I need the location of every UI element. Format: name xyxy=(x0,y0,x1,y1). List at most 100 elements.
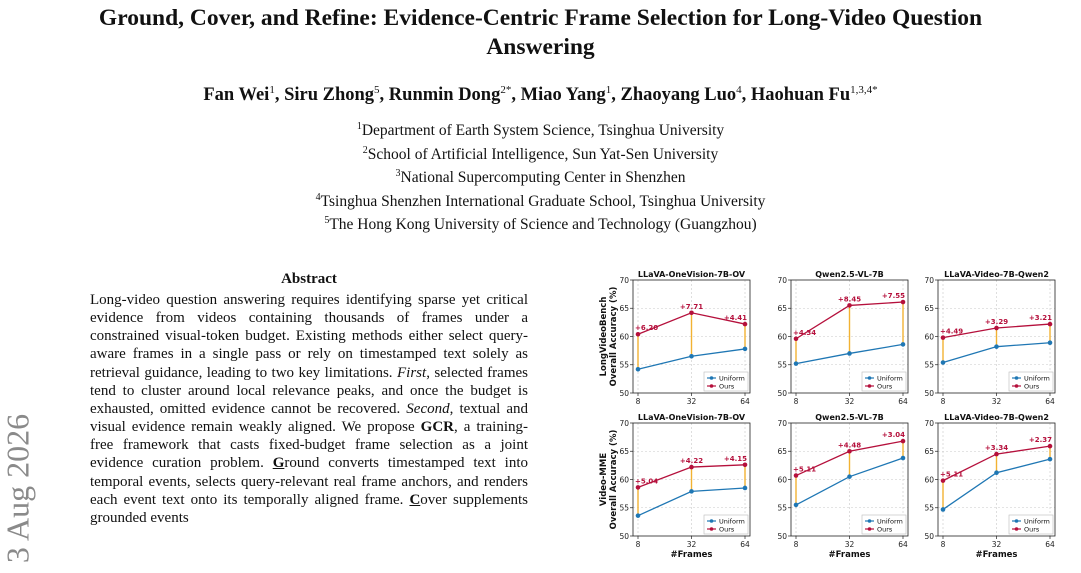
author-affil-sup: 4 xyxy=(736,84,742,96)
affiliation-number: 4 xyxy=(315,191,321,203)
x-tick-label: 8 xyxy=(941,540,946,549)
y-tick-label: 60 xyxy=(924,475,934,484)
y-tick-label: 55 xyxy=(924,361,934,370)
gain-annotation: +5.11 xyxy=(940,471,963,479)
legend-marker xyxy=(867,527,872,531)
subplot-title: Qwen2.5-VL-7B xyxy=(815,270,884,279)
gain-annotation: +4.49 xyxy=(940,328,963,336)
data-point xyxy=(900,438,906,444)
legend-label: Ours xyxy=(877,525,893,533)
x-tick-label: 64 xyxy=(1045,397,1055,406)
x-tick-label: 8 xyxy=(636,397,641,406)
y-tick-label: 60 xyxy=(777,475,787,484)
data-point xyxy=(1047,340,1053,346)
data-point xyxy=(793,336,799,342)
data-point xyxy=(742,321,748,327)
data-point xyxy=(793,473,799,478)
y-axis-label: Video-MME xyxy=(599,453,609,506)
abstract-text: over supplements grounded events xyxy=(90,491,528,526)
data-point xyxy=(793,361,799,366)
legend-label: Uniform xyxy=(719,517,745,525)
y-tick-label: 65 xyxy=(619,304,629,313)
subplot: 50 55 60 65 70 8 32 64 Qwen2.5-VL-7B +4.34 +8.45 +7… xyxy=(777,270,909,406)
data-point xyxy=(940,360,946,365)
data-point xyxy=(994,470,999,476)
affiliation: 4Tsinghua Shenzhen International Graduat… xyxy=(0,188,1081,212)
affiliation: 2School of Artificial Intelligence, Sun … xyxy=(0,141,1081,165)
x-tick-label: 64 xyxy=(898,397,908,406)
data-point xyxy=(940,478,946,483)
author-affil-sup: 1 xyxy=(269,84,275,96)
y-tick-label: 65 xyxy=(924,304,934,313)
y-tick-label: 65 xyxy=(619,447,629,456)
y-tick-label: 55 xyxy=(777,361,787,370)
method-initial: G xyxy=(272,455,285,472)
abstract-text: Long-video question answering requires i… xyxy=(90,292,528,381)
x-tick-label: 32 xyxy=(992,540,1002,549)
legend-label: Uniform xyxy=(1024,374,1050,382)
gain-annotation: +3.29 xyxy=(985,318,1008,326)
abstract-body: Long-video question answering requires i… xyxy=(90,291,528,527)
legend-marker xyxy=(1014,384,1019,388)
x-tick-label: 32 xyxy=(687,540,697,549)
subplot: 50 55 60 65 70 8 32 64 LLaVA-OneVision-7B-OV +6.2… xyxy=(619,270,751,406)
gain-annotation: +4.41 xyxy=(724,314,747,322)
y-tick-label: 50 xyxy=(619,532,629,541)
data-point xyxy=(1047,456,1053,462)
x-tick-label: 64 xyxy=(1045,540,1055,549)
subplot-title: LLaVA-OneVision-7B-OV xyxy=(638,270,746,279)
x-tick-label: 8 xyxy=(794,397,799,406)
data-point xyxy=(1047,321,1053,327)
author-name: Zhaoyang Luo xyxy=(620,85,737,106)
legend-marker xyxy=(867,384,872,388)
data-point xyxy=(900,455,906,461)
data-point xyxy=(847,448,852,454)
gain-annotation: +3.04 xyxy=(882,431,905,439)
legend-label: Ours xyxy=(877,382,893,390)
affiliation-text: School of Artificial Intelligence, Sun Y… xyxy=(367,145,719,163)
data-point xyxy=(635,513,641,518)
author-affil-sup: 5 xyxy=(374,84,380,96)
y-tick-label: 60 xyxy=(777,332,787,341)
x-tick-label: 64 xyxy=(740,540,750,549)
subplot: 50 55 60 65 70 8 32 64 #Frames LLaVA-OneVision-7B… xyxy=(619,413,751,560)
gain-annotation: +5.11 xyxy=(793,466,816,474)
y-tick-label: 55 xyxy=(777,504,787,513)
x-tick-label: 64 xyxy=(740,397,750,406)
abstract-heading: Abstract xyxy=(281,271,337,287)
data-point xyxy=(689,489,694,494)
arxiv-date-stamp: 3 Aug 2026 xyxy=(0,413,36,564)
gain-annotation: +4.34 xyxy=(793,329,816,337)
legend-marker xyxy=(1014,519,1019,523)
x-tick-label: 64 xyxy=(898,540,908,549)
subplot: 50 55 60 65 70 8 32 64 #Frames Qwen2.5-VL-7B +5.11… xyxy=(777,413,909,560)
y-tick-label: 50 xyxy=(777,532,787,541)
data-point xyxy=(994,325,999,331)
data-point xyxy=(635,331,641,337)
affiliation: 5The Hong Kong University of Science and… xyxy=(0,211,1081,235)
data-point xyxy=(689,353,694,359)
gain-annotation: +7.71 xyxy=(680,303,703,311)
legend-label: Uniform xyxy=(877,374,903,382)
author-name: Runmin Dong xyxy=(388,85,501,106)
data-point xyxy=(689,310,694,316)
legend-label: Ours xyxy=(719,525,735,533)
data-point xyxy=(742,485,748,491)
affiliation: 1Department of Earth System Science, Tsi… xyxy=(0,117,1081,141)
data-point xyxy=(635,485,641,490)
affiliation-number: 2 xyxy=(362,144,368,156)
legend-marker xyxy=(867,376,872,380)
legend-marker xyxy=(1014,376,1019,380)
y-tick-label: 70 xyxy=(777,419,787,428)
legend-label: Uniform xyxy=(877,517,903,525)
author-name: Siru Zhong xyxy=(284,85,375,106)
data-point xyxy=(994,451,999,457)
subplot-title: LLaVA-Video-7B-Qwen2 xyxy=(944,270,1049,279)
data-point xyxy=(940,335,946,340)
legend-label: Uniform xyxy=(719,374,745,382)
y-tick-label: 50 xyxy=(619,389,629,398)
gain-annotation: +4.48 xyxy=(838,441,861,449)
gain-annotation: +4.22 xyxy=(680,457,703,465)
y-tick-label: 50 xyxy=(777,389,787,398)
data-point xyxy=(689,464,694,470)
